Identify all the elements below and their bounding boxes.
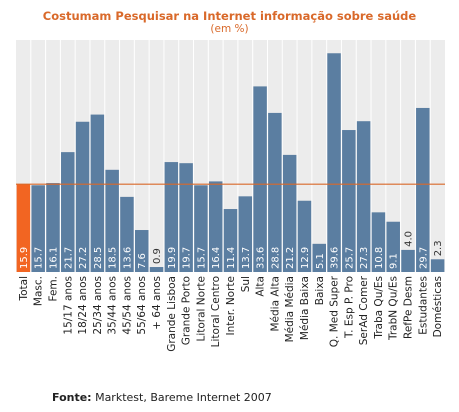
category-label: 25/34 anos (92, 276, 104, 335)
bar (31, 185, 45, 272)
bar (253, 86, 267, 273)
chart-title: Costumam Pesquisar na Internet informaçã… (42, 9, 417, 23)
bar (312, 243, 327, 272)
bar (223, 209, 238, 272)
category-label: 15/17 anos (62, 276, 74, 335)
value-label: 0.9 (152, 248, 163, 264)
bar (164, 162, 179, 272)
category-label: Inter. Norte (225, 276, 237, 336)
bar (61, 152, 75, 272)
value-label: 29.7 (418, 247, 429, 269)
category-label: Masc. (33, 276, 45, 306)
bar (16, 184, 31, 272)
bar (75, 121, 90, 272)
category-label: Fem. (47, 276, 59, 302)
value-label: 10.8 (374, 247, 385, 269)
bar (430, 259, 445, 272)
value-label: 28.8 (270, 247, 281, 269)
category-label: Média Média (284, 276, 296, 342)
bar (90, 114, 105, 272)
bar (401, 249, 415, 272)
bar (297, 200, 312, 272)
source-label: Fonte: (52, 391, 92, 404)
bar (327, 53, 341, 272)
category-label: Grande Lisboa (166, 276, 178, 352)
value-label: 16.1 (48, 247, 59, 269)
bar (238, 196, 253, 272)
category-label: Média Alta (269, 276, 281, 332)
category-label: T. Esp P. Pro (343, 276, 355, 339)
category-label: + 64 anos (151, 276, 163, 330)
value-label: 15.9 (19, 247, 30, 269)
value-label: 21.2 (285, 247, 296, 269)
category-label: 55/64 anos (136, 276, 148, 335)
category-label: Litoral Norte (195, 276, 207, 342)
category-label: Q. Med Super (329, 275, 341, 347)
value-label: 18.5 (108, 247, 119, 269)
category-label: 45/54 anos (121, 276, 133, 335)
source-text: Marktest, Bareme Internet 2007 (91, 391, 272, 404)
value-label: 13.7 (241, 247, 252, 269)
value-label: 15.7 (196, 247, 207, 269)
chart-subtitle: (em %) (210, 23, 249, 35)
value-label: 27.2 (78, 247, 89, 269)
category-label: 18/24 anos (77, 276, 89, 335)
source-note: Fonte: Marktest, Bareme Internet 2007 (52, 391, 272, 404)
category-label: Traba Qu/Es (373, 276, 385, 340)
value-label: 39.6 (330, 247, 341, 269)
value-label: 15.7 (34, 247, 45, 269)
bar (356, 121, 371, 272)
bar (149, 267, 164, 272)
bar (386, 221, 400, 272)
category-label: Sul (240, 276, 252, 292)
value-label: 2.3 (433, 240, 444, 256)
value-label: 9.1 (389, 253, 400, 269)
category-label: RefPe Desm (403, 276, 415, 339)
value-label: 21.7 (63, 247, 74, 269)
bar (342, 130, 356, 272)
value-label: 5.1 (315, 253, 326, 269)
value-label: 12.9 (300, 247, 311, 269)
value-label: 25.7 (344, 247, 355, 269)
value-label: 28.5 (93, 247, 104, 269)
bar (179, 163, 193, 272)
bar-chart: 15.9 15.7 16.1 21.7 27.2 28.5 18.5 13.6 7.6 0.9 19… (16, 40, 445, 352)
bar (105, 169, 119, 272)
value-label: 13.6 (122, 247, 133, 269)
bar (194, 185, 208, 272)
category-label: Grande Porto (181, 276, 193, 345)
category-label: Estudantes (417, 276, 429, 335)
bar (268, 112, 282, 273)
category-label: Alta (255, 276, 267, 297)
value-label: 33.6 (256, 247, 267, 269)
bar (134, 230, 149, 272)
category-label: TrabN Qu/Es (388, 276, 400, 341)
bar (208, 181, 223, 272)
value-label: 27.3 (359, 247, 370, 269)
value-label: 11.4 (226, 247, 237, 269)
bar (46, 183, 60, 272)
value-label: 19.9 (167, 247, 178, 269)
bar (120, 196, 134, 272)
value-label: 7.6 (137, 253, 148, 269)
bar (371, 212, 386, 272)
category-label: Média Baixa (299, 276, 311, 340)
category-label: Baixa (314, 276, 326, 305)
value-label: 16.4 (211, 247, 222, 269)
category-label: SerAd Comer (358, 275, 370, 345)
category-label: Litoral Centro (210, 276, 222, 347)
value-label: 19.7 (182, 247, 193, 269)
bar (416, 107, 430, 272)
value-label: 4.0 (404, 231, 415, 247)
category-label: Domésticas (432, 276, 444, 337)
category-label: Total (18, 276, 30, 302)
category-label: 35/44 anos (107, 276, 119, 335)
